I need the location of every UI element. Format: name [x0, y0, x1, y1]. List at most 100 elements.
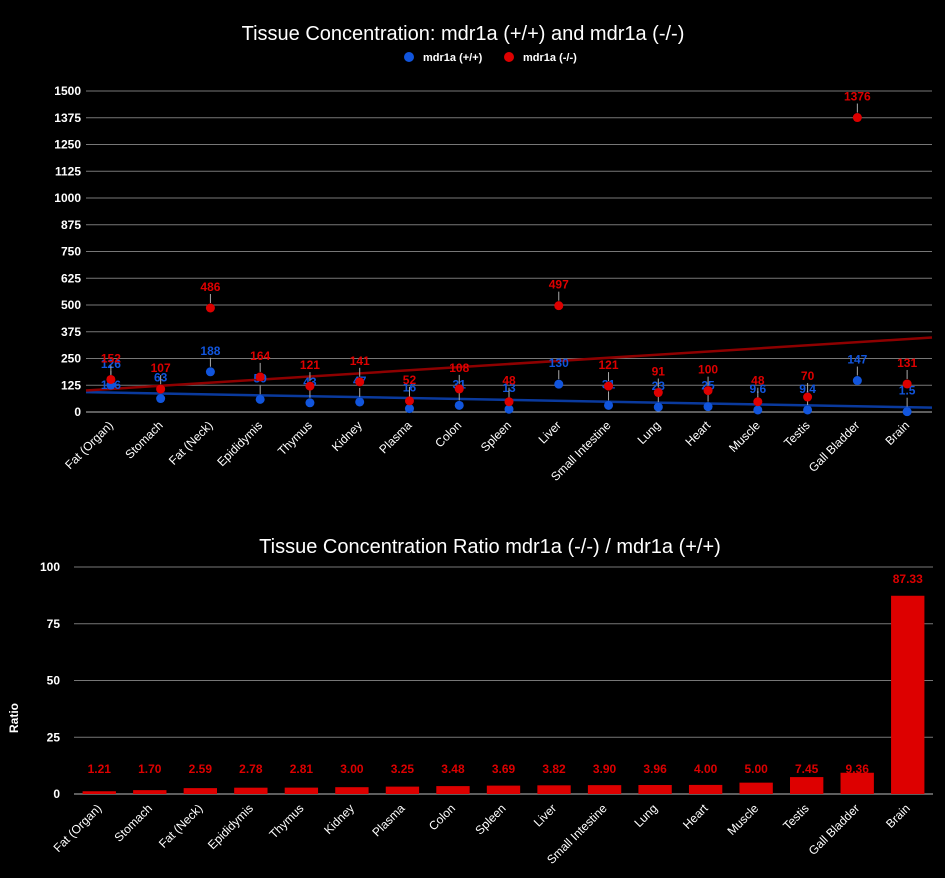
- data-label-series-1: 131: [897, 356, 917, 370]
- scatter-chart: Tissue Concentration: mdr1a (+/+) and md…: [54, 23, 933, 484]
- data-point-series-0: [803, 405, 813, 415]
- scatter-y-tick-label: 125: [61, 378, 81, 392]
- bar-x-tick-label: Liver: [531, 801, 559, 829]
- bar-x-tick-label: Muscle: [724, 801, 761, 838]
- bar-x-tick-label: Fat (Organ): [51, 801, 105, 855]
- bar-data-label: 3.82: [542, 762, 566, 776]
- bar-x-tick-label: Plasma: [369, 801, 407, 839]
- scatter-y-tick-label: 375: [61, 325, 81, 339]
- scatter-legend: mdr1a (+/+) mdr1a (-/-): [404, 52, 577, 64]
- scatter-x-tick-label: Epididymis: [214, 418, 265, 469]
- data-point-series-1: [703, 386, 713, 396]
- legend-marker-wt: [404, 52, 414, 62]
- bar: [688, 784, 723, 794]
- data-label-series-1: 91: [652, 365, 666, 379]
- data-point-series-1: [205, 303, 215, 313]
- scatter-y-tick-label: 750: [61, 245, 81, 259]
- data-label-series-1: 152: [101, 351, 121, 365]
- bar-data-label: 5.00: [744, 762, 768, 776]
- bar: [436, 786, 470, 794]
- scatter-x-tick-label: Gall Bladder: [806, 418, 863, 475]
- data-point-series-0: [355, 397, 365, 407]
- bar-data-label: 1.21: [88, 762, 112, 776]
- data-label-series-1: 108: [449, 361, 469, 375]
- data-point-series-0: [205, 367, 215, 377]
- scatter-x-tick-label: Fat (Neck): [166, 418, 216, 468]
- scatter-chart-title: Tissue Concentration: mdr1a (+/+) and md…: [242, 23, 685, 45]
- bar-x-tick-label: Colon: [426, 801, 458, 833]
- scatter-x-tick-label: Thymus: [275, 418, 315, 458]
- bar: [537, 785, 571, 794]
- data-label-series-1: 1376: [844, 90, 871, 104]
- bar: [284, 787, 319, 794]
- trendline-series-1: [85, 336, 933, 392]
- data-point-series-1: [106, 374, 116, 384]
- data-point-series-0: [902, 407, 912, 417]
- bar: [183, 788, 217, 794]
- bar-data-label: 2.59: [189, 762, 213, 776]
- bar-y-tick-label: 50: [47, 674, 61, 688]
- bar-x-tick-label: Spleen: [472, 801, 508, 837]
- scatter-x-tick-label: Stomach: [122, 418, 165, 461]
- data-point-series-1: [852, 113, 862, 123]
- bar-data-label: 3.48: [441, 762, 465, 776]
- data-label-series-0: 188: [200, 344, 220, 358]
- bar: [486, 785, 521, 794]
- scatter-y-tick-label: 1000: [54, 191, 81, 205]
- data-label-series-1: 48: [751, 374, 765, 388]
- scatter-y-tick-label: 0: [74, 405, 81, 419]
- scatter-x-tick-label: Spleen: [478, 418, 514, 454]
- bar-chart: Tissue Concentration Ratio mdr1a (-/-) /…: [7, 536, 933, 867]
- bar-y-tick-label: 75: [47, 617, 61, 631]
- bar: [587, 785, 622, 794]
- scatter-y-tick-label: 500: [61, 298, 81, 312]
- bar-plot-area: 0 25 50 75 100 1.21 1.70 2.59 2.78 2.81 3.00 3.25 3.…: [40, 560, 933, 867]
- scatter-x-tick-label: Brain: [883, 418, 913, 448]
- data-point-series-1: [355, 377, 365, 387]
- bar-y-tick-label: 100: [40, 560, 60, 574]
- data-point-series-0: [454, 400, 464, 410]
- data-point-series-1: [554, 301, 564, 311]
- bar: [385, 786, 420, 794]
- scatter-x-tick-label: Kidney: [329, 418, 365, 454]
- data-point-series-1: [803, 392, 813, 402]
- data-label-series-1: 100: [698, 363, 718, 377]
- scatter-y-tick-label: 250: [61, 352, 81, 366]
- bar-data-label: 1.70: [138, 762, 162, 776]
- data-point-series-1: [454, 384, 464, 394]
- bar-x-tick-label: Gall Bladder: [806, 801, 863, 858]
- data-point-series-1: [504, 397, 514, 407]
- bar-data-label: 3.69: [492, 762, 516, 776]
- bar-data-label: 7.45: [795, 762, 819, 776]
- bar-y-axis-title: Ratio: [7, 703, 21, 733]
- bar-x-tick-label: Thymus: [266, 801, 306, 841]
- data-point-series-1: [305, 381, 315, 391]
- bar-y-tick-label: 0: [53, 787, 60, 801]
- data-label-series-1: 486: [200, 280, 220, 294]
- scatter-y-tick-label: 1250: [54, 138, 81, 152]
- scatter-x-tick-label: Muscle: [726, 418, 763, 455]
- bar-data-label: 2.81: [290, 762, 314, 776]
- data-label-series-0: 126: [101, 357, 121, 371]
- data-label-series-1: 121: [300, 358, 320, 372]
- data-point-series-0: [305, 398, 315, 408]
- legend-label-ko: mdr1a (-/-): [523, 52, 577, 64]
- scatter-y-tick-label: 1125: [55, 164, 81, 178]
- data-label-series-1: 141: [350, 354, 370, 368]
- bar-x-tick-label: Epididymis: [205, 801, 256, 852]
- bar-data-label: 4.00: [694, 762, 718, 776]
- legend-marker-ko: [504, 52, 514, 62]
- data-point-series-0: [554, 379, 564, 389]
- bar: [335, 787, 369, 794]
- bar: [234, 787, 268, 794]
- bar: [739, 782, 773, 794]
- bar-x-tick-label: Stomach: [112, 801, 155, 844]
- data-label-series-0: 130: [549, 356, 569, 370]
- data-label-series-1: 70: [801, 369, 815, 383]
- scatter-x-tick-label: Testis: [781, 418, 813, 450]
- bar-x-tick-label: Lung: [631, 801, 660, 830]
- data-label-series-1: 52: [403, 373, 417, 387]
- data-point-series-0: [852, 376, 862, 386]
- data-point-series-0: [604, 400, 614, 410]
- bar: [840, 772, 874, 794]
